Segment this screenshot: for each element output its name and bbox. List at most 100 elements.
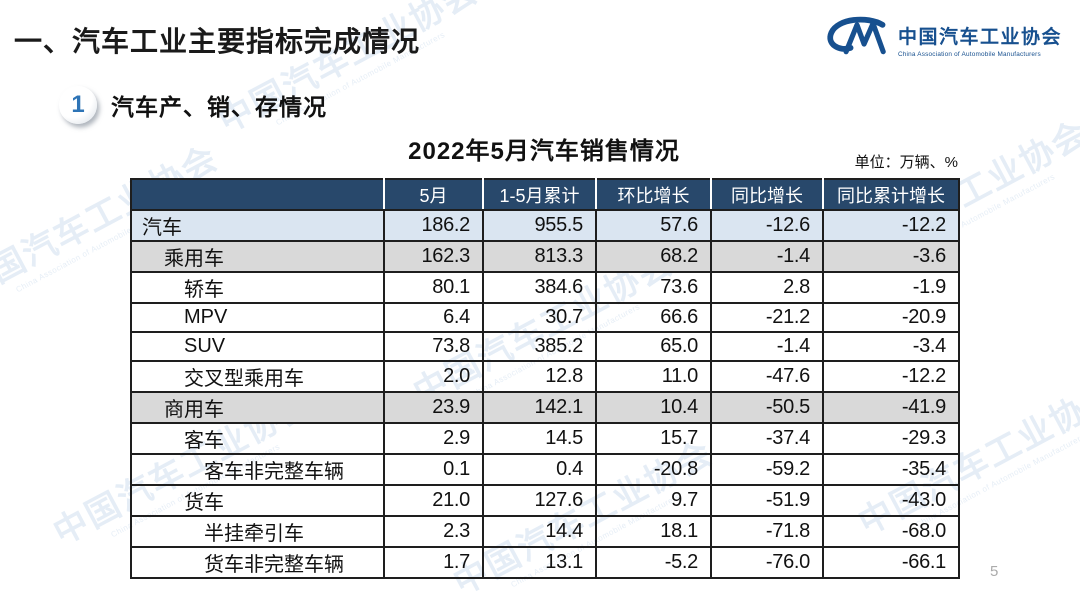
- value-cell: 2.9: [383, 422, 484, 455]
- value-cell: -76.0: [710, 546, 824, 579]
- value-cell: 66.6: [595, 302, 712, 333]
- logo-name-en: China Association of Automobile Manufact…: [897, 50, 1041, 58]
- value-cell: -37.4: [710, 422, 824, 455]
- value-cell: 14.4: [482, 515, 597, 548]
- value-cell: 73.8: [383, 331, 484, 362]
- column-header-ytd: 1-5月累计: [482, 178, 597, 211]
- value-cell: -68.0: [822, 515, 960, 548]
- row-label: SUV: [130, 331, 385, 362]
- table-row: MPV 6.4 30.7 66.6 -21.2 -20.9: [130, 302, 960, 333]
- column-header-label: [130, 178, 385, 211]
- page-number: 5: [990, 563, 999, 580]
- value-cell: 15.7: [595, 422, 712, 455]
- row-label: 客车: [130, 422, 385, 455]
- value-cell: 23.9: [383, 391, 484, 424]
- value-cell: -41.9: [822, 391, 960, 424]
- table-row: 货车非完整车辆 1.7 13.1 -5.2 -76.0 -66.1: [130, 546, 960, 579]
- value-cell: 385.2: [482, 331, 597, 362]
- table-row: 商用车 23.9 142.1 10.4 -50.5 -41.9: [130, 391, 960, 424]
- row-label: 半挂牵引车: [130, 515, 385, 548]
- value-cell: -21.2: [710, 302, 824, 333]
- value-cell: -5.2: [595, 546, 712, 579]
- value-cell: 18.1: [595, 515, 712, 548]
- value-cell: -66.1: [822, 546, 960, 579]
- row-label: 汽车: [130, 209, 385, 242]
- table-row: 客车 2.9 14.5 15.7 -37.4 -29.3: [130, 422, 960, 455]
- value-cell: -20.8: [595, 453, 712, 486]
- value-cell: -12.6: [710, 209, 824, 242]
- value-cell: -50.5: [710, 391, 824, 424]
- value-cell: 21.0: [383, 484, 484, 517]
- logo-name-zh: 中国汽车工业协会: [897, 26, 1062, 48]
- value-cell: 80.1: [383, 271, 484, 304]
- value-cell: -3.4: [822, 331, 960, 362]
- value-cell: -47.6: [710, 360, 824, 393]
- value-cell: -71.8: [710, 515, 824, 548]
- page-title: 一、汽车工业主要指标完成情况: [14, 26, 421, 57]
- value-cell: -59.2: [710, 453, 824, 486]
- caam-logo-text: 中国汽车工业协会 China Association of Automobile…: [898, 22, 1062, 58]
- row-label: 商用车: [130, 391, 385, 424]
- row-label: 乘用车: [130, 240, 385, 273]
- value-cell: -51.9: [710, 484, 824, 517]
- table-row: 客车非完整车辆 0.1 0.4 -20.8 -59.2 -35.4: [130, 453, 960, 486]
- value-cell: -29.3: [822, 422, 960, 455]
- value-cell: 162.3: [383, 240, 484, 273]
- value-cell: -1.9: [822, 271, 960, 304]
- row-label: MPV: [130, 302, 385, 333]
- value-cell: 127.6: [482, 484, 597, 517]
- value-cell: 57.6: [595, 209, 712, 242]
- caam-logo-icon: [825, 14, 889, 65]
- value-cell: 2.3: [383, 515, 484, 548]
- row-label: 货车非完整车辆: [130, 546, 385, 579]
- column-header-yoy: 同比增长: [710, 178, 824, 211]
- value-cell: 1.7: [383, 546, 484, 579]
- column-header-yoyytd: 同比累计增长: [822, 178, 960, 211]
- value-cell: -12.2: [822, 360, 960, 393]
- value-cell: 186.2: [383, 209, 484, 242]
- value-cell: 813.3: [482, 240, 597, 273]
- section-title: 汽车产、销、存情况: [111, 94, 327, 120]
- value-cell: 11.0: [595, 360, 712, 393]
- value-cell: 14.5: [482, 422, 597, 455]
- value-cell: -20.9: [822, 302, 960, 333]
- table-row: SUV 73.8 385.2 65.0 -1.4 -3.4: [130, 331, 960, 362]
- value-cell: 0.1: [383, 453, 484, 486]
- section-heading: 1 汽车产、销、存情况: [59, 86, 327, 124]
- column-header-month: 5月: [383, 178, 484, 211]
- value-cell: 68.2: [595, 240, 712, 273]
- value-cell: -1.4: [710, 331, 824, 362]
- column-header-mom: 环比增长: [595, 178, 712, 211]
- table-header: 5月 1-5月累计 环比增长 同比增长 同比累计增长: [130, 178, 960, 211]
- value-cell: -1.4: [710, 240, 824, 273]
- value-cell: 6.4: [383, 302, 484, 333]
- caam-logo: 中国汽车工业协会 China Association of Automobile…: [825, 14, 1062, 65]
- table-header-row: 5月 1-5月累计 环比增长 同比增长 同比累计增长: [130, 178, 960, 211]
- sales-table-body: 汽车 186.2 955.5 57.6 -12.6 -12.2 乘用车 162.3 813.3 6…: [130, 209, 960, 579]
- row-label: 货车: [130, 484, 385, 517]
- value-cell: 142.1: [482, 391, 597, 424]
- table-row: 货车 21.0 127.6 9.7 -51.9 -43.0: [130, 484, 960, 517]
- row-label: 客车非完整车辆: [130, 453, 385, 486]
- value-cell: 2.8: [710, 271, 824, 304]
- section-number-badge: 1: [59, 86, 97, 124]
- value-cell: -35.4: [822, 453, 960, 486]
- value-cell: 2.0: [383, 360, 484, 393]
- table-title: 2022年5月汽车销售情况: [408, 138, 680, 165]
- value-cell: -3.6: [822, 240, 960, 273]
- value-cell: 384.6: [482, 271, 597, 304]
- table-row: 轿车 80.1 384.6 73.6 2.8 -1.9: [130, 271, 960, 304]
- value-cell: 30.7: [482, 302, 597, 333]
- value-cell: -12.2: [822, 209, 960, 242]
- value-cell: 13.1: [482, 546, 597, 579]
- table-row: 交叉型乘用车 2.0 12.8 11.0 -47.6 -12.2: [130, 360, 960, 393]
- unit-note: 单位：万辆、%: [854, 154, 958, 171]
- table-row: 乘用车 162.3 813.3 68.2 -1.4 -3.6: [130, 240, 960, 273]
- value-cell: -43.0: [822, 484, 960, 517]
- value-cell: 10.4: [595, 391, 712, 424]
- value-cell: 0.4: [482, 453, 597, 486]
- value-cell: 73.6: [595, 271, 712, 304]
- value-cell: 955.5: [482, 209, 597, 242]
- sales-table: 5月 1-5月累计 环比增长 同比增长 同比累计增长 汽车 186.2 955.5 5…: [130, 178, 960, 579]
- value-cell: 9.7: [595, 484, 712, 517]
